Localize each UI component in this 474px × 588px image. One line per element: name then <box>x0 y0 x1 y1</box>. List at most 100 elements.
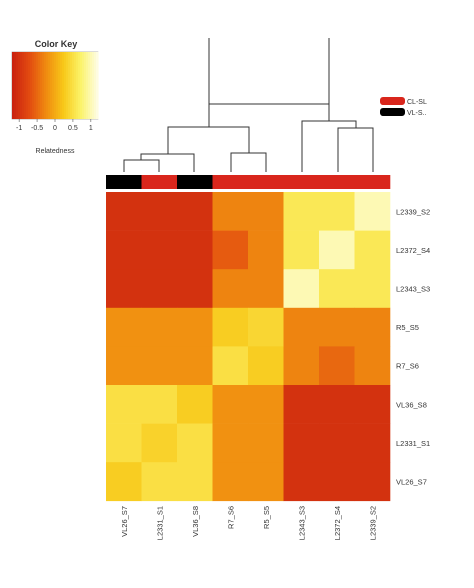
color-key-segment <box>36 52 39 119</box>
color-key-segment <box>82 52 85 119</box>
color-key-segment <box>14 52 17 119</box>
color-key-segment <box>88 52 91 119</box>
group-bar-cell <box>212 175 249 189</box>
dendro-branch-root <box>208 103 330 127</box>
heatmap-cell <box>177 423 213 463</box>
color-key: Color Key -1 -0.5 0 0.5 1 Relatedness <box>11 39 99 155</box>
heatmap-cell <box>141 307 178 347</box>
color-key-xlabel: Relatedness <box>36 148 75 155</box>
color-key-segment <box>64 52 67 119</box>
color-key-segment <box>84 52 87 119</box>
color-key-tick-label: 0 <box>53 125 57 132</box>
heatmap-cell <box>319 423 355 463</box>
heatmap-cell <box>283 192 320 231</box>
group-bar-cell <box>141 175 178 189</box>
color-key-segment <box>48 52 51 119</box>
heatmap-cell <box>106 269 142 309</box>
column-label: L2343_S3 <box>297 506 306 540</box>
heatmap-cell <box>319 385 355 424</box>
group-legend: CL-SL VL-S.. <box>380 97 427 117</box>
color-key-segment <box>28 52 31 119</box>
row-label: L2331_S1 <box>396 439 430 448</box>
column-label: L2372_S4 <box>333 506 342 540</box>
heatmap-cell <box>354 192 391 231</box>
heatmap-cell <box>212 346 249 386</box>
heatmap-cell <box>141 462 178 502</box>
heatmap-cell <box>283 423 320 463</box>
heatmap-cell <box>283 462 320 502</box>
color-key-segment <box>52 52 55 119</box>
heatmap-cell <box>248 423 284 463</box>
row-label: L2343_S3 <box>396 285 430 294</box>
row-label: R5_S5 <box>396 323 419 332</box>
legend-swatch-vl-s <box>380 108 405 116</box>
heatmap-cell <box>177 230 213 270</box>
color-key-segment <box>74 52 77 119</box>
heatmap-cell <box>248 269 284 309</box>
heatmap-cell <box>106 385 142 424</box>
color-key-segment <box>68 52 71 119</box>
color-key-segment <box>46 52 49 119</box>
column-label: R5_S5 <box>262 506 271 529</box>
color-key-segment <box>62 52 65 119</box>
heatmap-cell <box>283 385 320 424</box>
column-label: VL26_S7 <box>120 506 129 537</box>
heatmap-cell <box>212 385 249 424</box>
heatmap-cell <box>177 462 213 502</box>
heatmap-cell <box>354 385 391 424</box>
heatmap-cell <box>319 307 355 347</box>
column-group-bar <box>106 175 391 189</box>
color-key-tick-label: 1 <box>89 125 93 132</box>
color-key-tick-label: -1 <box>16 125 22 132</box>
color-key-segment <box>70 52 73 119</box>
color-key-segment <box>26 52 29 119</box>
color-key-segment <box>24 52 27 119</box>
color-key-segment <box>18 52 21 119</box>
heatmap-cell <box>319 462 355 502</box>
heatmap-cell <box>177 385 213 424</box>
color-key-segment <box>50 52 53 119</box>
color-key-segment <box>12 52 15 119</box>
color-key-segment <box>92 52 95 119</box>
group-bar-cell <box>177 175 213 189</box>
group-bar-cell <box>248 175 284 189</box>
heatmap-cell <box>248 230 284 270</box>
group-bar-cell <box>354 175 391 189</box>
legend-label-vl-s: VL-S.. <box>407 110 427 117</box>
color-key-title: Color Key <box>35 39 78 49</box>
color-key-segment <box>20 52 23 119</box>
heatmap-cell <box>141 346 178 386</box>
group-bar-cell <box>106 175 142 189</box>
heatmap-cell <box>248 385 284 424</box>
heatmap-cell <box>319 230 355 270</box>
heatmap-cell <box>212 423 249 463</box>
color-key-segment <box>32 52 35 119</box>
dendro-branch-r7-r5 <box>230 152 267 172</box>
column-dendrogram <box>123 38 374 172</box>
color-key-segment <box>54 52 57 119</box>
color-key-segment <box>30 52 33 119</box>
heatmap-cell <box>141 385 178 424</box>
color-key-segment <box>44 52 47 119</box>
row-label: VL26_S7 <box>396 478 427 487</box>
color-key-segment <box>42 52 45 119</box>
heatmap-cell <box>177 192 213 231</box>
heatmap-cell <box>177 307 213 347</box>
heatmap-cell <box>283 230 320 270</box>
color-key-segment <box>78 52 81 119</box>
color-key-tick-label: -0.5 <box>31 125 43 132</box>
heatmap-cell <box>141 192 178 231</box>
heatmap-cell <box>212 462 249 502</box>
heatmap-cells <box>106 192 391 502</box>
color-key-segment <box>40 52 43 119</box>
heatmap-cell <box>319 192 355 231</box>
heatmap-cell <box>319 346 355 386</box>
row-label: R7_S6 <box>396 362 419 371</box>
heatmap-cell <box>141 423 178 463</box>
heatmap-cell <box>106 462 142 502</box>
heatmap-cell <box>106 346 142 386</box>
heatmap-cell <box>106 307 142 347</box>
heatmap-cell <box>354 307 391 347</box>
column-label: VL36_S8 <box>191 506 200 537</box>
